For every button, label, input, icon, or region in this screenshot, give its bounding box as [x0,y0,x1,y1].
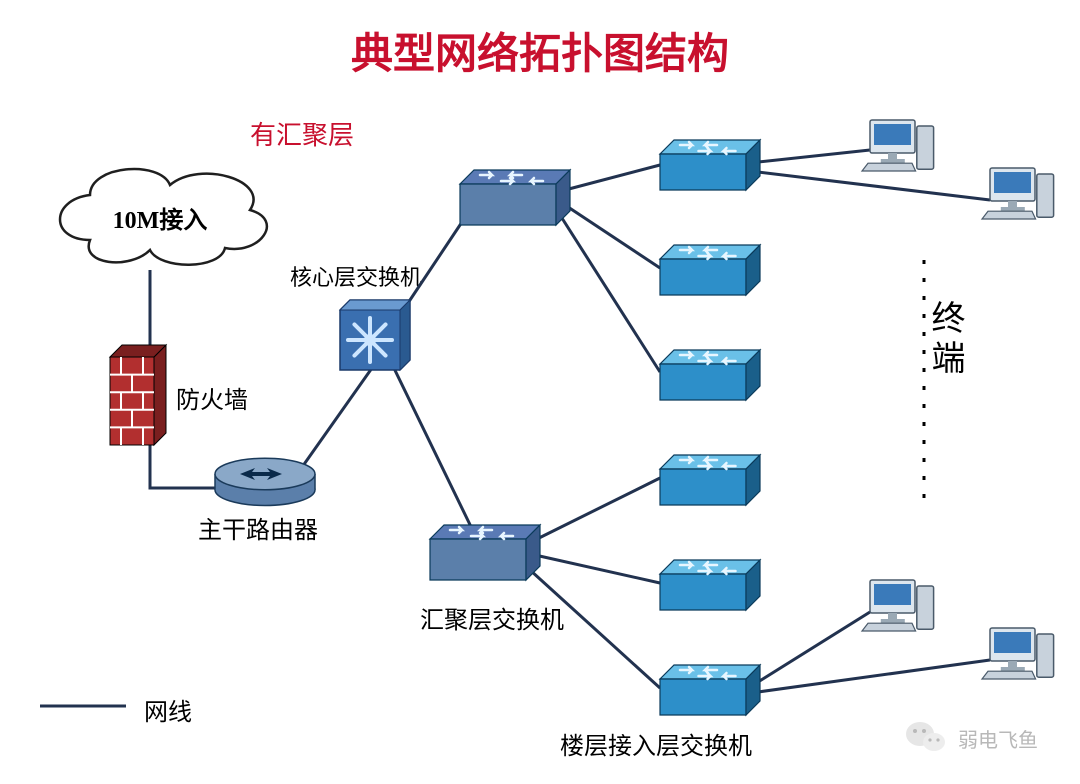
aggregation-switch-icon [430,525,540,580]
access-switch-icon [660,245,760,295]
edge-aggTop-sw3 [560,215,660,372]
edge-router-core [300,368,372,470]
wechat-icon [906,722,945,751]
terminal-pc-icon [982,628,1054,679]
edge-firewall-router [150,445,215,488]
access-switch-icon [660,455,760,505]
terminal-pc-icon [862,580,934,631]
edge-aggBot-sw4 [535,478,660,540]
diagram-canvas: 10M接入 [0,0,1080,784]
terminal-pc-icon [982,168,1054,219]
access-switch-icon [660,140,760,190]
router-icon [215,458,315,505]
cloud-label: 10M接入 [113,207,208,234]
edge-aggBot-sw6 [530,570,660,688]
edge-sw1-pc1 [758,150,870,162]
edge-aggTop-sw2 [565,205,660,268]
terminal-pc-icon [862,120,934,171]
access-switch-icon [660,665,760,715]
aggregation-switch-icon [460,170,570,225]
edge-sw6-pc3 [758,612,870,682]
access-switch-icon [660,560,760,610]
edge-core-aggBot [390,360,475,535]
edge-aggBot-sw5 [535,555,660,583]
edge-aggTop-sw1 [565,165,660,190]
edge-sw6-pc4 [758,660,990,692]
access-switch-icon [660,350,760,400]
firewall-icon [110,345,166,445]
edge-sw1-pc2 [758,172,990,200]
cloud-icon: 10M接入 [60,169,267,265]
core-switch-icon [340,300,410,370]
